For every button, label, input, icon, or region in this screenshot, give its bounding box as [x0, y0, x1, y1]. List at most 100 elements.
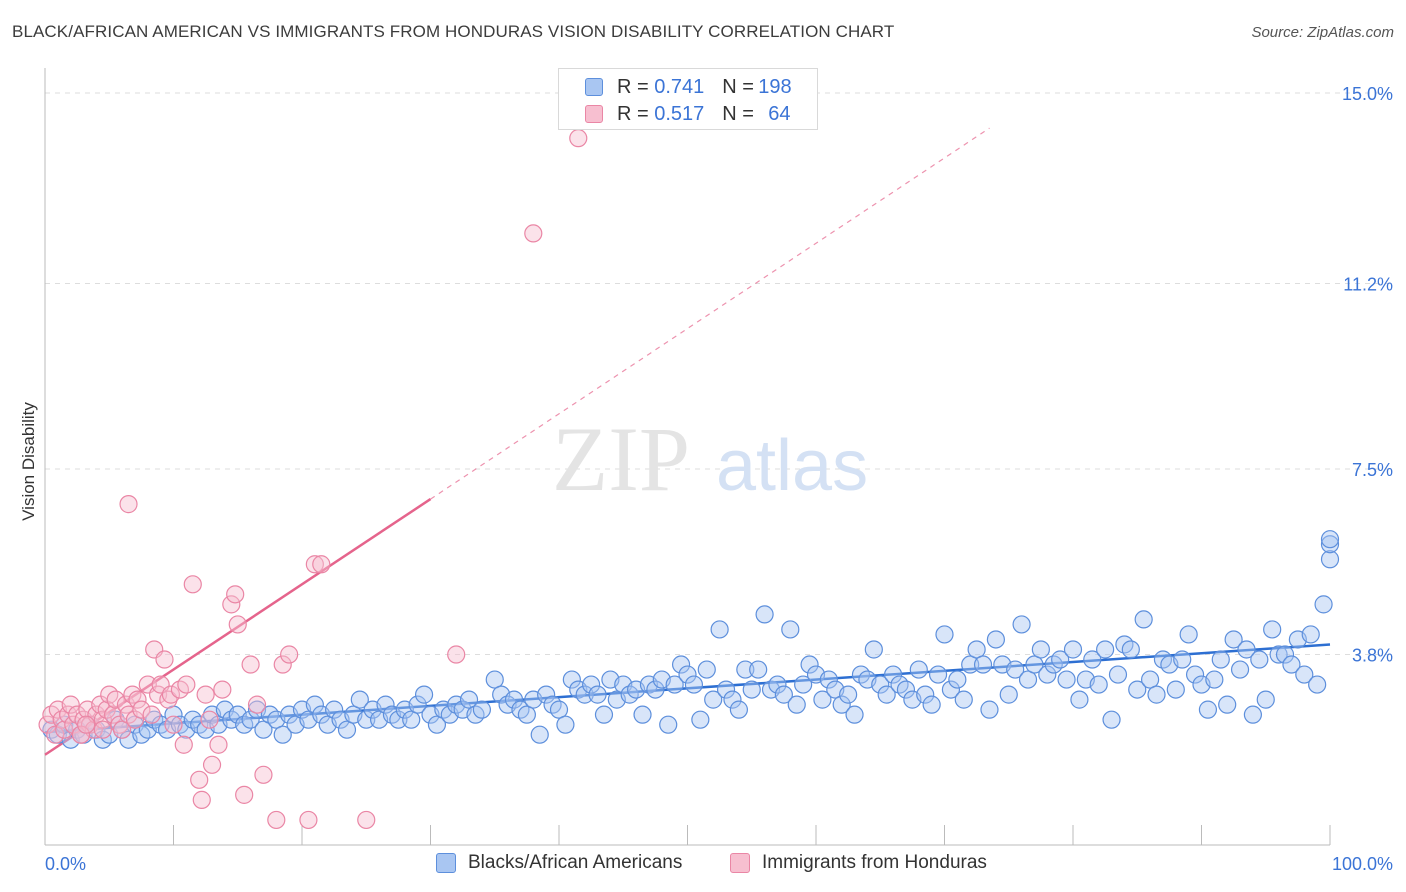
data-point [132, 700, 151, 719]
data-point [819, 670, 838, 689]
legend-r-value: 0.741 [654, 75, 705, 98]
data-point [142, 705, 161, 724]
data-point [1102, 710, 1121, 729]
data-point [794, 675, 813, 694]
data-point [1018, 670, 1038, 689]
watermark: ZIP atlas [552, 408, 868, 510]
data-point [1140, 670, 1160, 689]
data-point [594, 705, 614, 724]
data-point [159, 690, 178, 709]
legend-n-value: 198 [758, 75, 792, 98]
trend-extension-honduras [430, 127, 990, 500]
series-pink [38, 129, 588, 830]
data-point [93, 720, 112, 739]
data-point [241, 655, 260, 674]
data-point [312, 555, 331, 574]
data-point [125, 710, 145, 729]
data-point [1012, 615, 1031, 634]
axes-layer [44, 68, 1331, 846]
data-point [247, 695, 267, 714]
data-point [1218, 695, 1237, 714]
data-point [1179, 625, 1198, 644]
data-point [174, 735, 193, 754]
data-point [1263, 620, 1282, 639]
data-point [447, 645, 466, 664]
data-point [357, 810, 376, 830]
data-point [337, 720, 357, 739]
data-point [665, 675, 684, 694]
data-point [46, 725, 65, 744]
data-point [350, 690, 369, 709]
data-point [537, 685, 556, 704]
legend-n-label: N = [722, 102, 754, 125]
data-point [1089, 675, 1108, 694]
data-point [800, 655, 819, 674]
data-point [1269, 645, 1288, 664]
data-point [192, 790, 211, 809]
data-point [1063, 640, 1083, 659]
series-blue [42, 530, 1340, 749]
data-point [684, 675, 704, 694]
legend-swatch-pink [730, 853, 750, 873]
data-point [402, 710, 421, 729]
data-point [935, 625, 954, 644]
data-point [1237, 640, 1256, 659]
data-point [1314, 595, 1333, 614]
data-point [1083, 650, 1102, 669]
data-point [241, 710, 260, 729]
data-point [389, 710, 408, 729]
data-point [209, 735, 228, 754]
data-point [1057, 670, 1076, 689]
legend-item-honduras: Immigrants from Honduras [730, 852, 987, 874]
data-point [691, 710, 710, 729]
data-point [716, 680, 736, 699]
data-point [1320, 530, 1340, 549]
data-point [1211, 650, 1230, 669]
data-point [164, 715, 183, 734]
legend-item-blacks: Blacks/African Americans [436, 852, 682, 874]
data-point [1198, 700, 1218, 719]
data-point [755, 605, 774, 624]
x-tick-label: 0.0% [45, 854, 86, 874]
legend-r-label: R = [617, 75, 649, 98]
data-point [71, 725, 91, 744]
x-tick-label: 100.0% [1332, 854, 1393, 874]
data-point [948, 670, 967, 689]
legend-row-pink: R = 0.517 N = 64 [585, 102, 791, 126]
data-point [556, 715, 575, 734]
data-point [177, 675, 196, 694]
data-point [1301, 625, 1320, 644]
data-point [77, 715, 96, 734]
data-point [485, 670, 504, 689]
data-point [575, 685, 594, 704]
data-point [845, 705, 864, 724]
data-point [123, 685, 142, 704]
labels-layer: 3.8% 7.5% 11.2% 15.0% 0.0% 100.0% Vision Disab… [19, 84, 1393, 874]
data-point [768, 675, 787, 694]
data-point [1185, 665, 1205, 684]
data-point [1230, 660, 1250, 679]
data-point [704, 690, 723, 709]
data-point [524, 224, 543, 243]
data-point [928, 665, 948, 684]
data-point [749, 660, 768, 679]
legend-n-value: 64 [768, 102, 791, 125]
data-point [273, 725, 292, 744]
data-point [1256, 690, 1275, 709]
data-point [813, 690, 832, 709]
data-point [1121, 640, 1140, 659]
data-point [93, 710, 112, 729]
data-point [961, 655, 980, 674]
data-point [999, 685, 1018, 704]
legend-n-label: N = [722, 75, 754, 98]
data-point [646, 680, 665, 699]
data-point [55, 720, 74, 739]
data-point [414, 685, 434, 704]
data-point [697, 660, 716, 679]
data-point [1096, 640, 1115, 659]
data-point [1166, 680, 1185, 699]
data-point [922, 695, 941, 714]
data-point [588, 685, 607, 704]
data-point [517, 705, 536, 724]
data-point [954, 690, 973, 709]
